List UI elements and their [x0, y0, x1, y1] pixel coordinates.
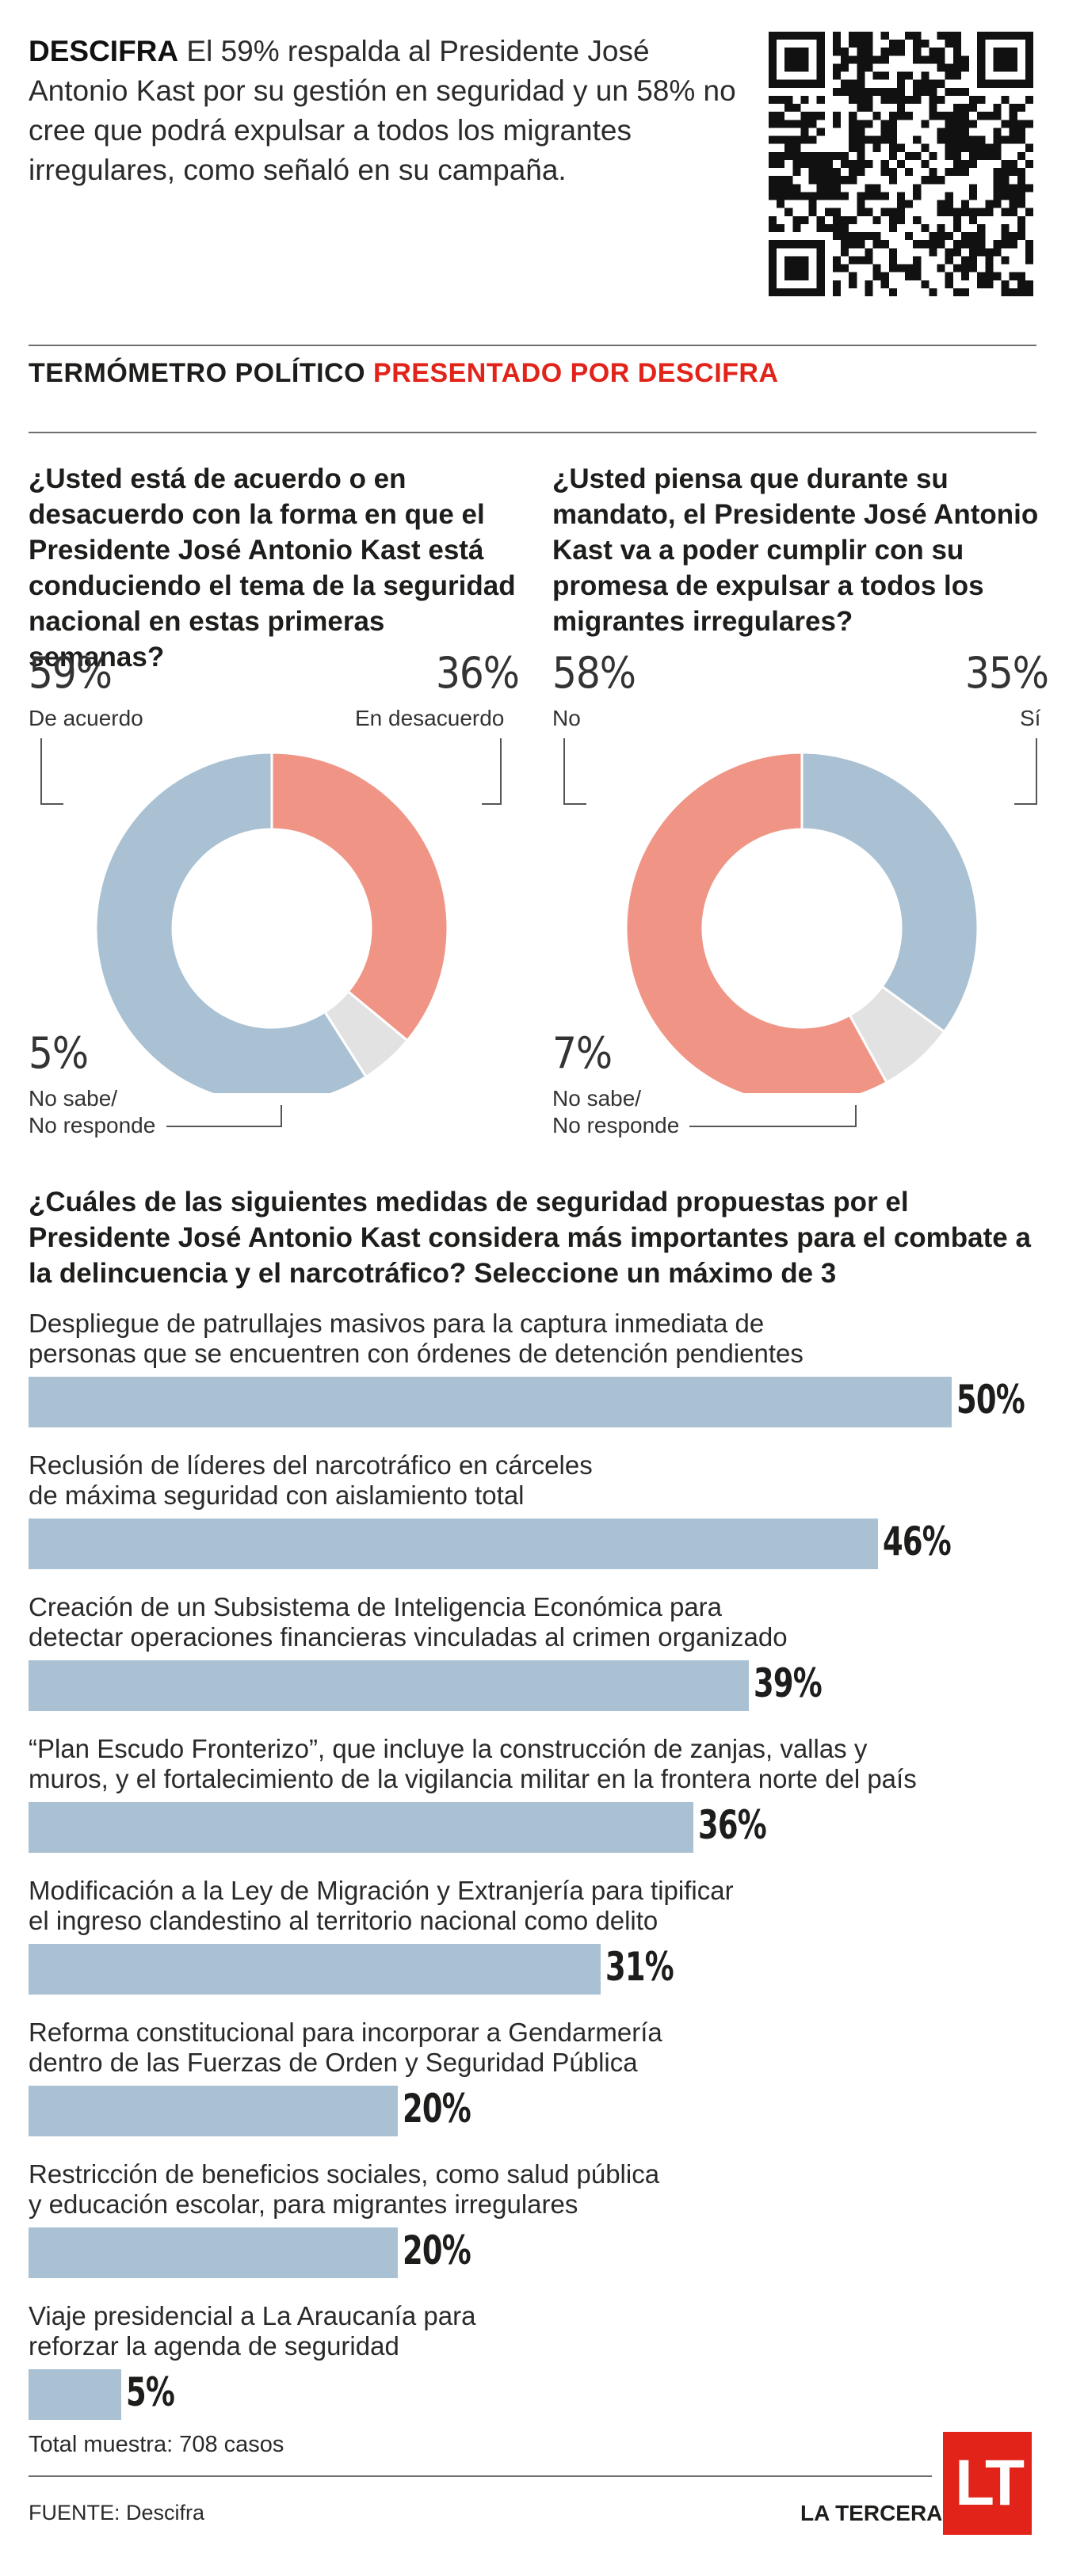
section-header: TERMÓMETRO POLÍTICO PRESENTADO POR DESCIF…	[29, 358, 779, 389]
q1-pct-agree: 59%	[29, 648, 113, 698]
bar-value-6: 20%	[403, 2227, 471, 2273]
q1-slice-1	[270, 751, 449, 1042]
q2-label-no: No	[552, 706, 581, 730]
header-title: TERMÓMETRO POLÍTICO	[29, 358, 366, 388]
q1-title: ¿Usted está de acuerdo o en desacuerdo c…	[29, 463, 516, 673]
divider-footer	[29, 2475, 932, 2477]
bar-label-5-line2: dentro de las Fuerzas de Orden y Segurid…	[29, 2048, 638, 2077]
q2-donut	[624, 751, 979, 1093]
bar-label-6-line2: y educación escolar, para migrantes irre…	[29, 2189, 578, 2219]
q1-label-disagree: En desacuerdo	[355, 706, 505, 730]
bar-6	[29, 2227, 398, 2278]
bar-1	[29, 1519, 878, 1569]
bar-label-3-line2: muros, y el fortalecimiento de la vigila…	[29, 1764, 917, 1793]
q1-leader-lines	[40, 738, 502, 1127]
bar-3	[29, 1802, 693, 1853]
bar-label-7-line2: reforzar la agenda de seguridad	[29, 2331, 399, 2361]
bar-value-1: 46%	[883, 1519, 952, 1564]
q1-pct-nsnr: 5%	[29, 1028, 89, 1078]
bar-2	[29, 1660, 749, 1711]
q1-donut	[94, 751, 449, 1093]
q1-pct-disagree: 36%	[436, 648, 520, 698]
q1-label-agree: De acuerdo	[29, 706, 143, 730]
intro-brand: DESCIFRA	[29, 35, 179, 67]
divider-top	[29, 345, 1036, 346]
bar-value-0: 50%	[956, 1377, 1025, 1423]
bar-value-7: 5%	[126, 2369, 175, 2415]
bar-4	[29, 1944, 601, 1995]
q2-label-nsnr-2: No responde	[552, 1113, 680, 1137]
q1-label-nsnr-1: No sabe/	[29, 1086, 118, 1111]
bar-label-0-line2: personas que se encuentren con órdenes d…	[29, 1339, 804, 1368]
divider-header	[29, 432, 1036, 433]
q2-pct-no: 58%	[552, 648, 636, 698]
la-tercera-logo: LT	[943, 2432, 1032, 2535]
q2-label-yes: Sí	[1020, 706, 1041, 730]
bar-label-5: Reforma constitucional para incorporar a…	[29, 2018, 662, 2047]
q2-leader-lines	[563, 738, 1037, 1127]
q2-pct-yes: 35%	[965, 648, 1049, 698]
bar-label-4-line2: el ingreso clandestino al territorio nac…	[29, 1906, 658, 1935]
bar-label-3: “Plan Escudo Fronterizo”, que incluye la…	[29, 1734, 868, 1763]
bar-label-7: Viaje presidencial a La Araucanía para	[29, 2301, 476, 2330]
sample-total: Total muestra: 708 casos	[29, 2432, 284, 2457]
bar-value-3: 36%	[698, 1802, 767, 1848]
bar-label-1: Reclusión de líderes del narcotráfico en…	[29, 1450, 593, 1480]
source: FUENTE: Descifra	[29, 2501, 205, 2525]
bar-7	[29, 2369, 121, 2420]
bar-label-0: Despliegue de patrullajes masivos para l…	[29, 1309, 765, 1338]
q1-slice-0	[94, 751, 368, 1093]
brand-name: LA TERCERA	[800, 2501, 943, 2525]
q1-label-nsnr-2: No responde	[29, 1113, 156, 1137]
q2-label-nsnr-1: No sabe/	[552, 1086, 642, 1111]
bar-label-4: Modificación a la Ley de Migración y Ext…	[29, 1876, 734, 1905]
q2-slice-1	[800, 751, 979, 1034]
bar-0	[29, 1377, 952, 1427]
bar-label-6: Restricción de beneficios sociales, como…	[29, 2159, 660, 2189]
q2-title: ¿Usted piensa que durante su mandato, el…	[552, 463, 1039, 637]
header-sponsor: PRESENTADO POR DESCIFRA	[373, 358, 779, 388]
intro-body: El 59% respalda al Presidente José Anton…	[29, 35, 736, 186]
bar-5	[29, 2086, 398, 2136]
q2-pct-nsnr: 7%	[552, 1028, 613, 1078]
bar-value-2: 39%	[754, 1660, 823, 1706]
bar-label-2: Creación de un Subsistema de Inteligenci…	[29, 1592, 723, 1621]
bar-label-1-line2: de máxima seguridad con aislamiento tota…	[29, 1480, 525, 1510]
qr-code-icon[interactable]	[769, 32, 1033, 296]
intro-text: DESCIFRA El 59% respalda al Presidente J…	[29, 32, 742, 190]
q3-title: ¿Cuáles de las siguientes medidas de seg…	[29, 1187, 1031, 1289]
bar-value-5: 20%	[403, 2086, 471, 2132]
q2-slice-0	[624, 751, 888, 1093]
bar-label-2-line2: detectar operaciones financieras vincula…	[29, 1622, 788, 1652]
bar-value-4: 31%	[605, 1944, 674, 1990]
